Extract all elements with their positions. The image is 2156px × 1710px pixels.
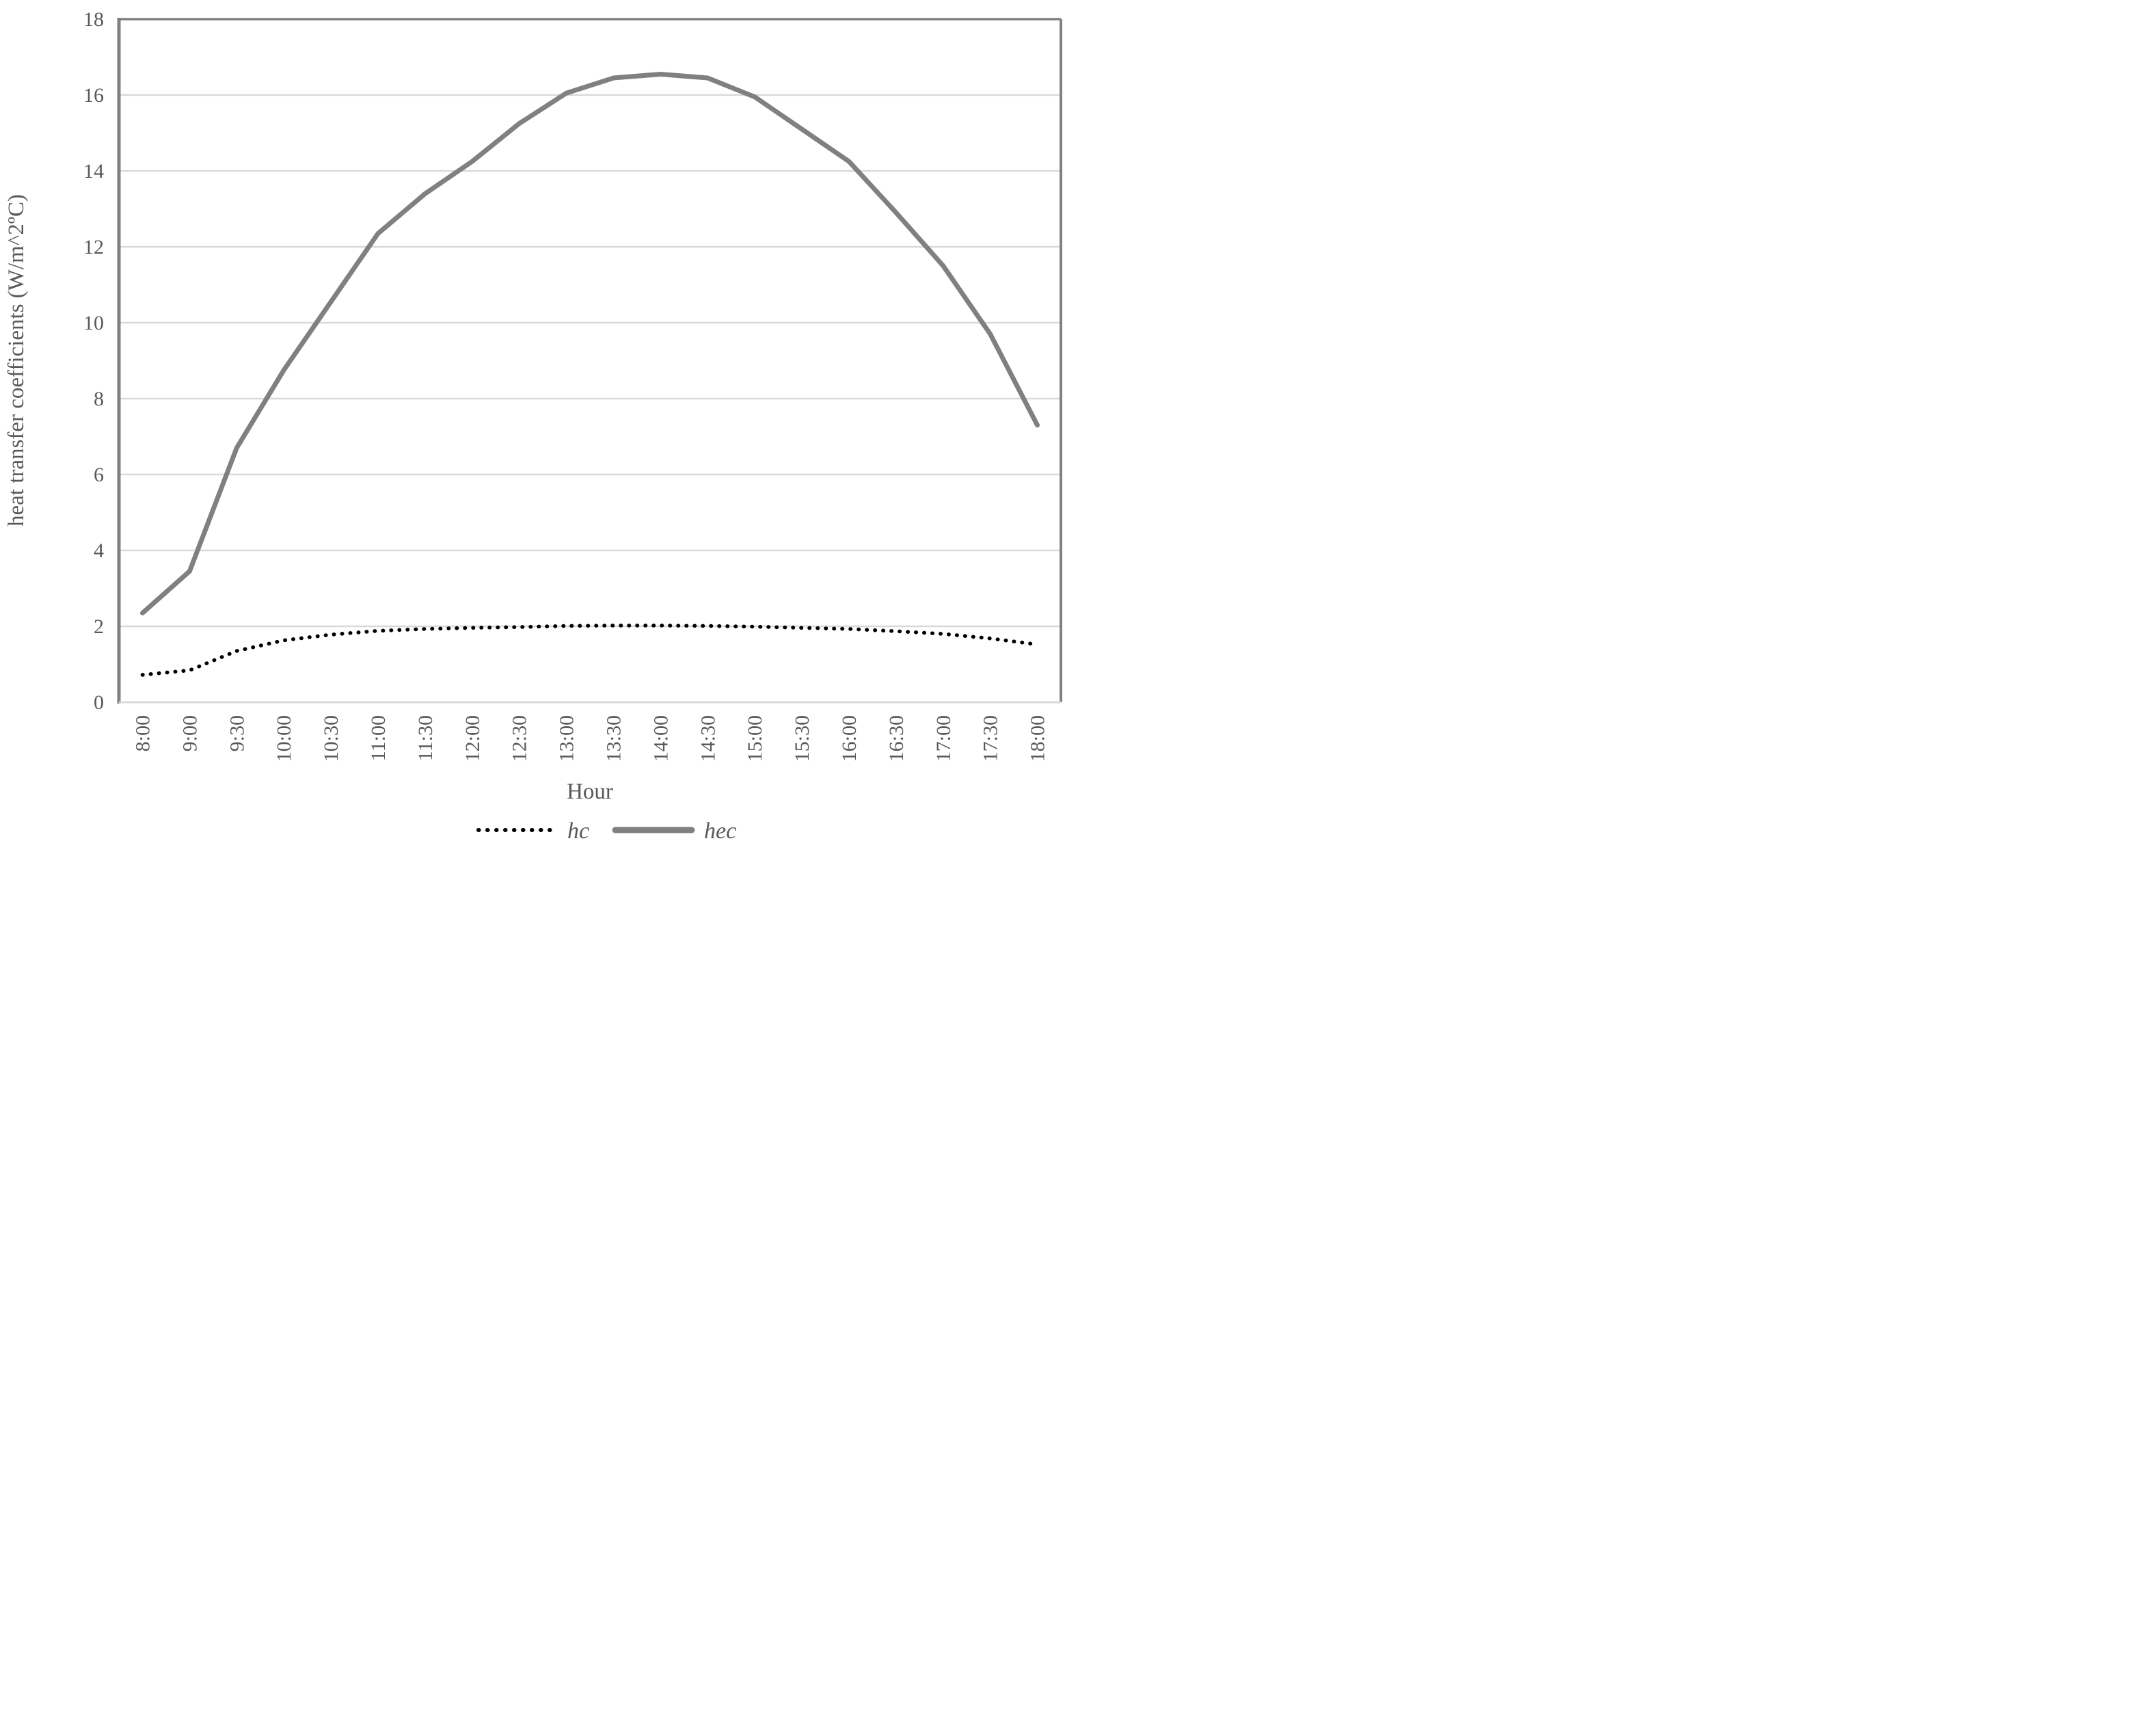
x-tick-label: 14:30 <box>697 715 719 762</box>
x-axis-title: Hour <box>567 779 613 804</box>
x-tick-label: 15:00 <box>744 715 766 762</box>
y-tick-label: 14 <box>83 160 104 183</box>
y-tick-label: 4 <box>94 539 104 562</box>
x-tick-label: 8:00 <box>131 715 154 751</box>
x-axis-tick-labels: 8:00 9:00 9:30 10:00 10:30 11:00 11:30 12:00 12:… <box>131 715 1049 762</box>
x-tick-label: 14:00 <box>649 715 672 762</box>
y-tick-label: 18 <box>83 8 104 31</box>
x-tick-label: 12:30 <box>509 715 531 762</box>
x-tick-label: 18:00 <box>1027 715 1049 762</box>
x-tick-label: 17:00 <box>932 715 955 762</box>
chart-canvas: 0 2 4 6 8 10 12 14 16 18 8:00 9:00 9:30 10:00 10:30 11… <box>4 8 1062 844</box>
series-line-hec <box>139 71 1040 616</box>
y-tick-label: 2 <box>94 615 104 638</box>
y-tick-label: 12 <box>83 236 104 258</box>
series-line-hc <box>140 624 1040 677</box>
legend-hc-label: hc <box>567 818 589 844</box>
y-tick-label: 8 <box>94 388 104 410</box>
y-tick-label: 16 <box>83 84 104 107</box>
y-tick-label: 6 <box>94 464 104 486</box>
y-tick-label: 10 <box>83 312 104 334</box>
legend: hc hec <box>476 818 736 844</box>
gridlines <box>119 94 1061 628</box>
line-chart: 0 2 4 6 8 10 12 14 16 18 8:00 9:00 9:30 10:00 10:30 11… <box>0 0 1078 855</box>
x-tick-label: 13:30 <box>602 715 625 762</box>
x-tick-label: 9:30 <box>226 715 248 751</box>
x-tick-label: 15:30 <box>791 715 813 762</box>
x-tick-label: 10:00 <box>273 715 295 762</box>
x-tick-label: 16:00 <box>838 715 861 762</box>
y-axis-title: heat transfer coefficients (W/m^2ºC) <box>4 194 29 526</box>
x-tick-label: 11:00 <box>367 715 390 761</box>
x-tick-label: 11:30 <box>414 715 437 761</box>
data-series <box>139 71 1040 677</box>
x-tick-label: 10:30 <box>320 715 342 762</box>
x-tick-label: 16:30 <box>885 715 908 762</box>
y-tick-label: 0 <box>94 691 104 714</box>
x-tick-label: 9:00 <box>178 715 201 751</box>
legend-hec-label: hec <box>704 818 736 844</box>
x-tick-label: 12:00 <box>461 715 484 762</box>
plot-border <box>117 18 1062 704</box>
x-tick-label: 17:30 <box>980 715 1002 762</box>
y-axis-tick-labels: 0 2 4 6 8 10 12 14 16 18 <box>83 8 104 714</box>
x-tick-label: 13:00 <box>556 715 578 762</box>
